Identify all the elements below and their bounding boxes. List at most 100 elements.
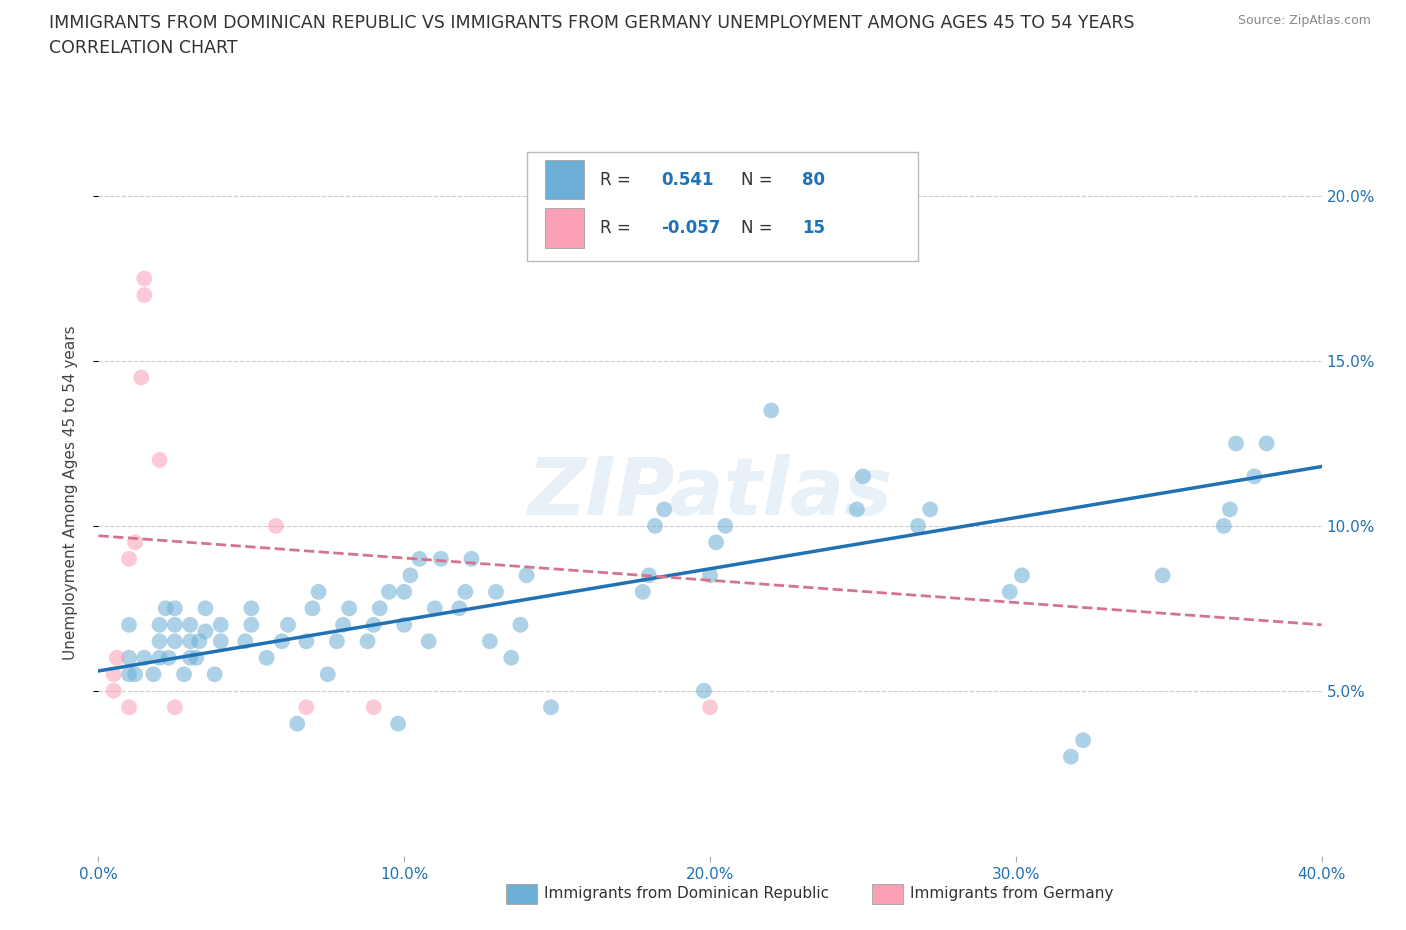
- Point: [540, 699, 562, 714]
- Point: [454, 584, 477, 599]
- Point: [188, 634, 211, 649]
- Point: [408, 551, 430, 566]
- Point: [363, 699, 385, 714]
- Point: [270, 634, 292, 649]
- Point: [163, 634, 186, 649]
- Point: [1060, 750, 1083, 764]
- Point: [233, 634, 256, 649]
- Point: [149, 453, 172, 468]
- Point: [509, 618, 531, 632]
- Point: [194, 624, 217, 639]
- Point: [129, 370, 152, 385]
- Point: [399, 568, 422, 583]
- Point: [173, 667, 195, 682]
- Point: [149, 650, 172, 665]
- Point: [124, 535, 146, 550]
- Bar: [546, 160, 583, 199]
- Point: [142, 667, 165, 682]
- Text: N =: N =: [741, 170, 778, 189]
- Point: [363, 618, 385, 632]
- Point: [285, 716, 308, 731]
- Point: [368, 601, 391, 616]
- Point: [423, 601, 446, 616]
- Bar: [546, 208, 583, 248]
- Y-axis label: Unemployment Among Ages 45 to 54 years: Unemployment Among Ages 45 to 54 years: [63, 326, 77, 660]
- Point: [845, 502, 868, 517]
- Point: [301, 601, 323, 616]
- Point: [134, 650, 156, 665]
- Text: Immigrants from Germany: Immigrants from Germany: [910, 886, 1114, 901]
- Point: [240, 601, 263, 616]
- Point: [1212, 518, 1234, 533]
- Point: [118, 551, 141, 566]
- Point: [264, 518, 287, 533]
- Point: [644, 518, 666, 533]
- Point: [326, 634, 349, 649]
- Point: [118, 650, 141, 665]
- Point: [240, 618, 263, 632]
- Text: R =: R =: [600, 219, 636, 237]
- Point: [430, 551, 453, 566]
- Point: [149, 618, 172, 632]
- Point: [998, 584, 1021, 599]
- Text: 0.541: 0.541: [661, 170, 714, 189]
- Point: [652, 502, 675, 517]
- Point: [118, 667, 141, 682]
- Point: [118, 699, 141, 714]
- Point: [163, 601, 186, 616]
- Point: [194, 601, 217, 616]
- Point: [387, 716, 409, 731]
- Point: [1071, 733, 1094, 748]
- Text: Source: ZipAtlas.com: Source: ZipAtlas.com: [1237, 14, 1371, 27]
- Point: [704, 535, 727, 550]
- Point: [179, 618, 201, 632]
- Point: [699, 699, 721, 714]
- Bar: [526, 152, 918, 260]
- Point: [637, 568, 661, 583]
- Point: [516, 568, 538, 583]
- Point: [155, 601, 177, 616]
- Point: [501, 650, 523, 665]
- Point: [105, 650, 128, 665]
- Point: [149, 634, 172, 649]
- Point: [631, 584, 654, 599]
- Point: [103, 684, 125, 698]
- Point: [392, 618, 416, 632]
- Point: [118, 618, 141, 632]
- Point: [852, 469, 875, 484]
- Point: [316, 667, 339, 682]
- Text: ZIPatlas: ZIPatlas: [527, 454, 893, 532]
- Text: N =: N =: [741, 219, 778, 237]
- Point: [478, 634, 501, 649]
- Point: [485, 584, 508, 599]
- Text: 15: 15: [801, 219, 825, 237]
- Point: [1219, 502, 1241, 517]
- Point: [209, 634, 232, 649]
- Point: [759, 403, 782, 418]
- Point: [163, 699, 186, 714]
- Point: [256, 650, 278, 665]
- Point: [418, 634, 440, 649]
- Point: [186, 650, 208, 665]
- Point: [277, 618, 299, 632]
- Point: [157, 650, 180, 665]
- Point: [356, 634, 378, 649]
- Point: [209, 618, 232, 632]
- Point: [460, 551, 482, 566]
- Text: 80: 80: [801, 170, 825, 189]
- Point: [392, 584, 416, 599]
- Text: CORRELATION CHART: CORRELATION CHART: [49, 39, 238, 57]
- Point: [179, 650, 201, 665]
- Point: [337, 601, 360, 616]
- Point: [1152, 568, 1174, 583]
- Point: [295, 699, 318, 714]
- Point: [907, 518, 929, 533]
- Point: [378, 584, 401, 599]
- Point: [1011, 568, 1033, 583]
- Point: [699, 568, 721, 583]
- Point: [163, 618, 186, 632]
- Text: Immigrants from Dominican Republic: Immigrants from Dominican Republic: [544, 886, 830, 901]
- Point: [1256, 436, 1278, 451]
- Point: [179, 634, 201, 649]
- Point: [1243, 469, 1265, 484]
